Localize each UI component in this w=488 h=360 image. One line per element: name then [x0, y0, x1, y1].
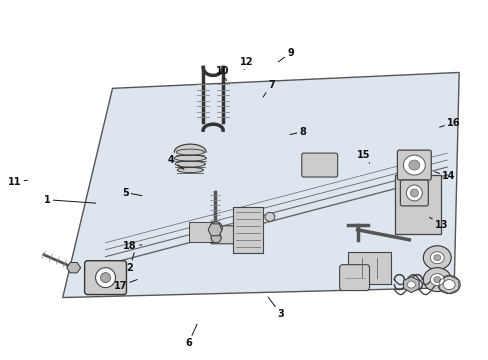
Ellipse shape [95, 268, 115, 288]
Text: 1: 1 [44, 195, 95, 205]
Text: 18: 18 [123, 241, 142, 251]
Ellipse shape [211, 233, 221, 243]
FancyBboxPatch shape [397, 150, 430, 180]
Text: 5: 5 [122, 188, 142, 198]
Polygon shape [62, 72, 458, 298]
Ellipse shape [403, 155, 425, 175]
Ellipse shape [429, 252, 443, 264]
Text: 16: 16 [439, 118, 460, 128]
Ellipse shape [101, 273, 110, 283]
Polygon shape [175, 161, 205, 167]
Ellipse shape [264, 212, 274, 221]
Text: 2: 2 [126, 253, 134, 273]
Ellipse shape [408, 160, 419, 170]
Polygon shape [177, 167, 203, 172]
Polygon shape [176, 149, 203, 155]
Text: 12: 12 [240, 57, 253, 70]
FancyBboxPatch shape [84, 261, 126, 294]
Text: 14: 14 [434, 171, 455, 181]
Polygon shape [66, 262, 81, 273]
Ellipse shape [429, 274, 443, 285]
Text: 15: 15 [356, 150, 370, 163]
Text: 8: 8 [289, 127, 306, 136]
Text: 7: 7 [263, 80, 274, 97]
Ellipse shape [437, 276, 459, 293]
Ellipse shape [210, 222, 222, 234]
Polygon shape [208, 224, 222, 236]
FancyBboxPatch shape [347, 252, 390, 284]
Text: 9: 9 [278, 48, 294, 62]
FancyBboxPatch shape [233, 207, 263, 253]
Ellipse shape [406, 185, 422, 201]
Text: 3: 3 [267, 297, 284, 319]
FancyBboxPatch shape [339, 265, 369, 291]
FancyBboxPatch shape [210, 226, 234, 244]
Text: 10: 10 [215, 66, 229, 81]
Polygon shape [403, 276, 418, 293]
Ellipse shape [210, 222, 222, 234]
Text: 4: 4 [168, 155, 183, 170]
FancyBboxPatch shape [301, 153, 337, 177]
Ellipse shape [211, 233, 221, 243]
Polygon shape [174, 155, 206, 161]
Ellipse shape [433, 276, 440, 283]
FancyBboxPatch shape [189, 222, 215, 242]
Ellipse shape [442, 280, 454, 289]
Ellipse shape [407, 281, 414, 288]
Text: 13: 13 [428, 217, 447, 230]
FancyBboxPatch shape [400, 180, 427, 206]
Text: 11: 11 [8, 177, 27, 187]
Ellipse shape [433, 255, 440, 261]
FancyBboxPatch shape [395, 175, 440, 234]
Ellipse shape [423, 268, 450, 292]
Text: 17: 17 [113, 280, 137, 291]
Polygon shape [174, 144, 206, 152]
Ellipse shape [409, 189, 417, 197]
Ellipse shape [423, 246, 450, 270]
Text: 6: 6 [185, 324, 197, 348]
